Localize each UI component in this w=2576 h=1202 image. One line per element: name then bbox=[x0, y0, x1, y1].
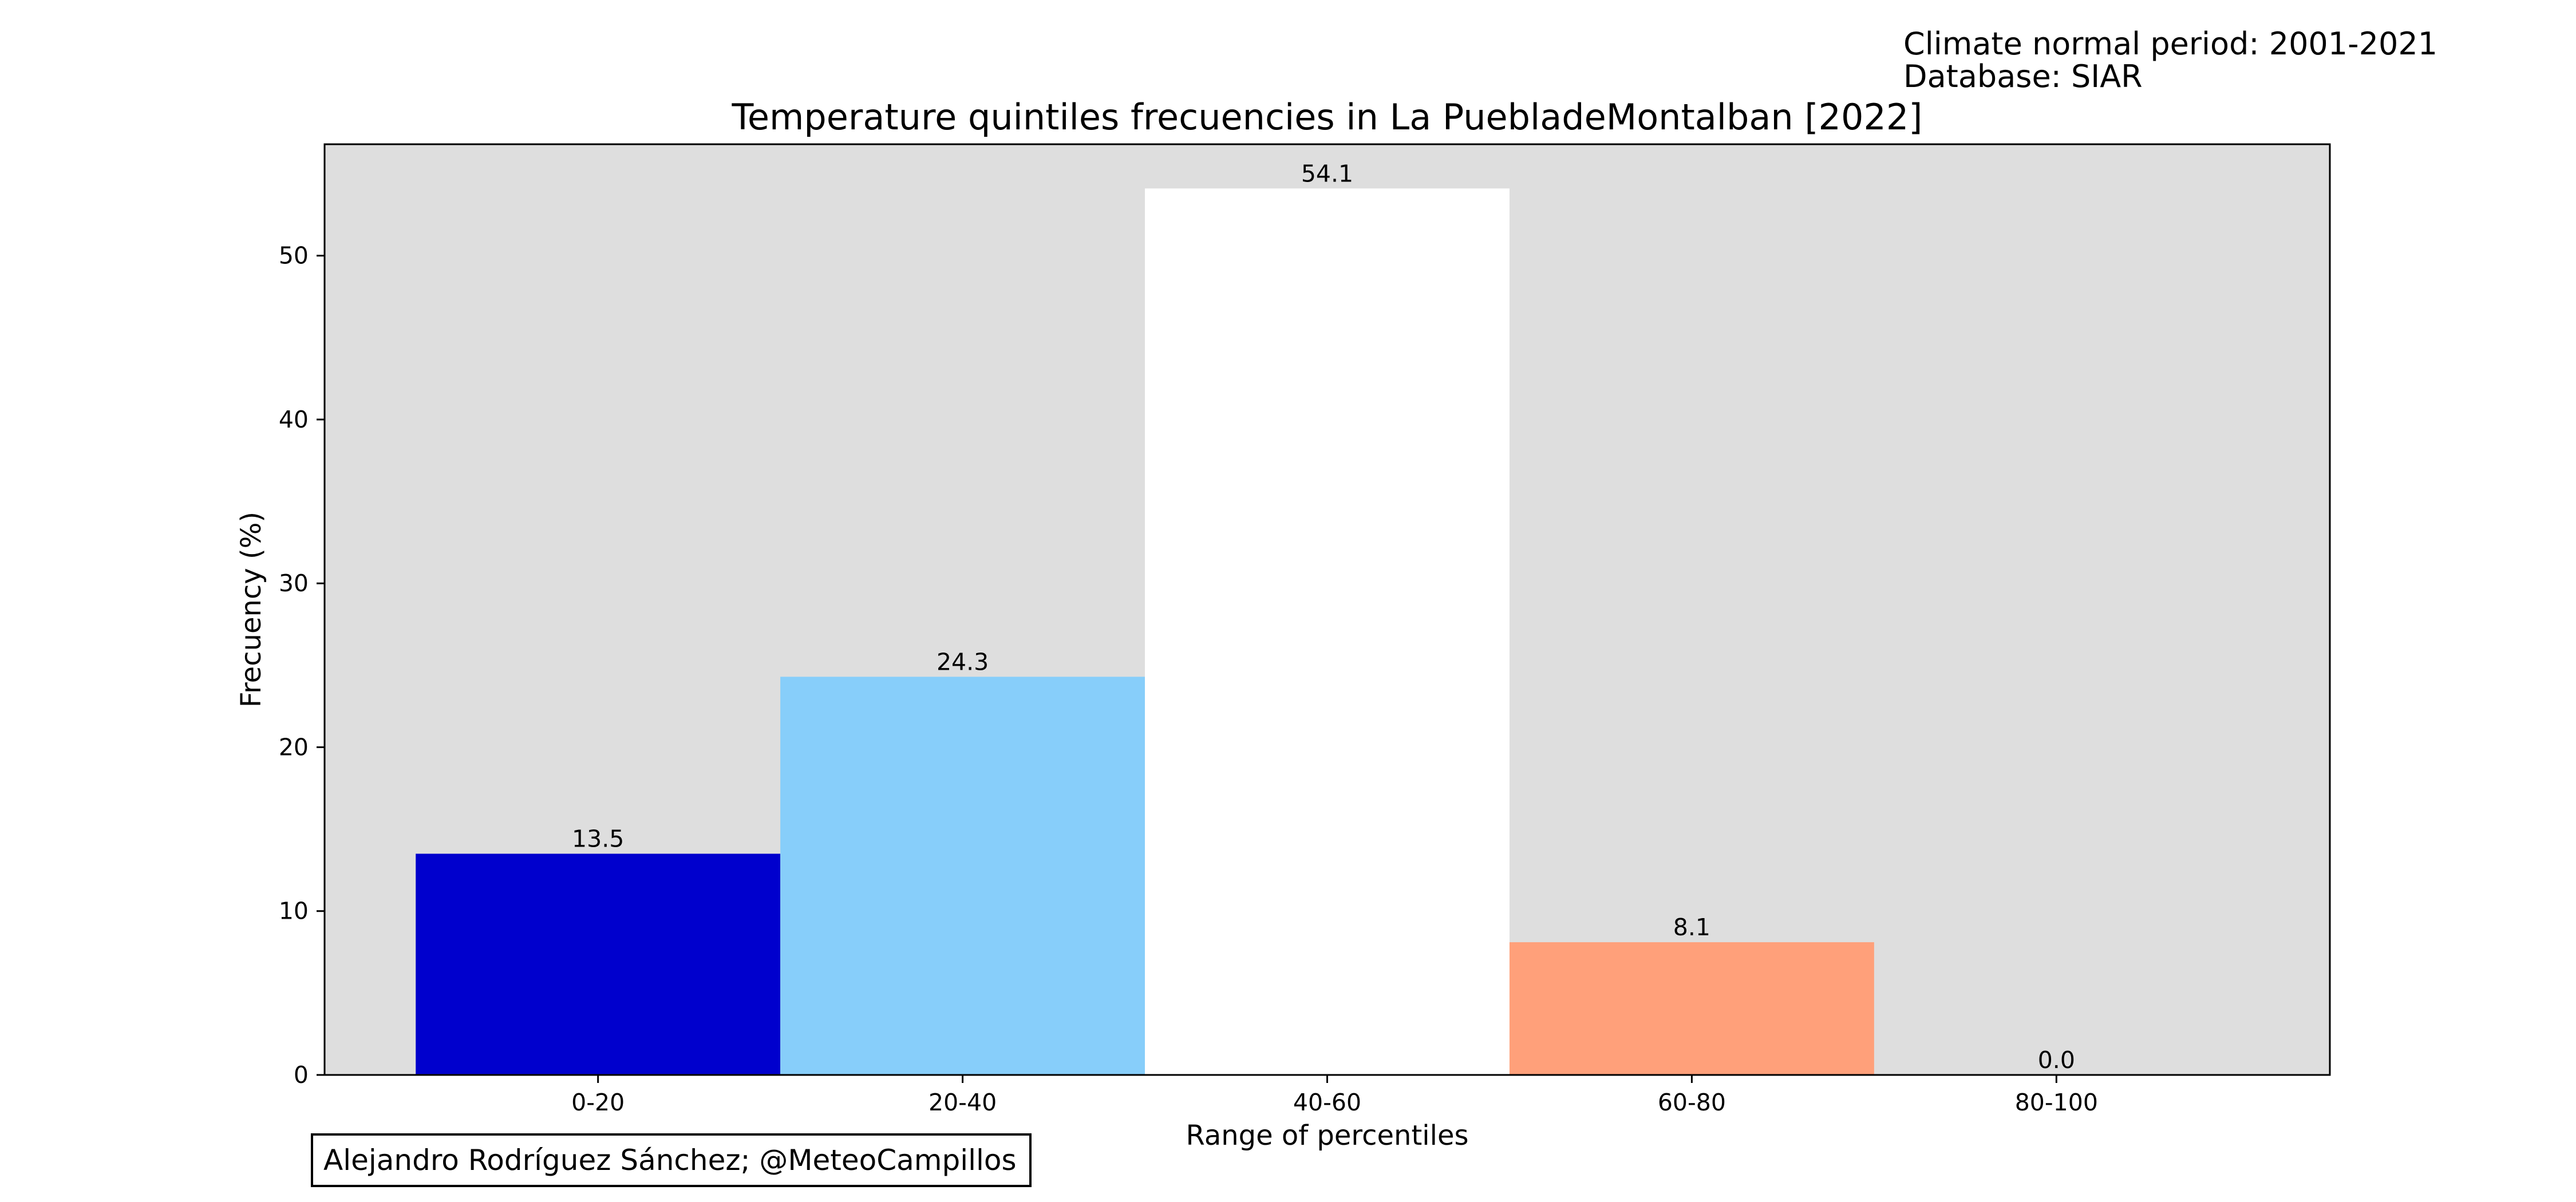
y-axis-label: Frecuency (%) bbox=[235, 512, 267, 707]
credit-text: Alejandro Rodríguez Sánchez; @MeteoCampi… bbox=[323, 1144, 1017, 1177]
x-tick-label: 80-100 bbox=[2015, 1089, 2098, 1116]
y-tick-label: 0 bbox=[294, 1061, 309, 1089]
bar-value-label: 8.1 bbox=[1673, 914, 1710, 941]
y-axis: 0 10 20 30 40 50 bbox=[279, 242, 325, 1089]
bars-group bbox=[416, 188, 1874, 1076]
x-tick-label: 0-20 bbox=[571, 1089, 625, 1116]
climate-period-note: Climate normal period: 2001-2021 bbox=[1903, 26, 2437, 62]
x-tick-label: 40-60 bbox=[1293, 1089, 1361, 1116]
y-tick-label: 50 bbox=[279, 242, 309, 270]
bar-value-label: 24.3 bbox=[937, 648, 989, 675]
bar-20-40 bbox=[780, 677, 1145, 1075]
y-tick-label: 40 bbox=[279, 406, 309, 433]
y-tick-label: 20 bbox=[279, 733, 309, 761]
y-tick-label: 30 bbox=[279, 570, 309, 597]
bar-value-label: 13.5 bbox=[572, 825, 624, 853]
bar-value-label: 0.0 bbox=[2038, 1046, 2075, 1074]
bar-40-60 bbox=[1145, 188, 1510, 1076]
bar-value-label: 54.1 bbox=[1301, 160, 1353, 187]
database-note: Database: SIAR bbox=[1903, 58, 2143, 94]
credit-box bbox=[311, 1133, 1032, 1187]
bar-labels-group: 13.5 24.3 54.1 8.1 0.0 bbox=[572, 160, 2075, 1074]
x-tick-label: 60-80 bbox=[1658, 1089, 1726, 1116]
x-tick-label: 20-40 bbox=[929, 1089, 997, 1116]
chart-title: Temperature quintiles frecuencies in La … bbox=[732, 96, 1923, 138]
y-tick-label: 10 bbox=[279, 897, 309, 925]
bar-60-80 bbox=[1509, 942, 1874, 1075]
bar-0-20 bbox=[416, 853, 781, 1075]
x-axis: 0-20 20-40 40-60 60-80 80-100 bbox=[571, 1075, 2098, 1116]
x-axis-label: Range of percentiles bbox=[1186, 1120, 1469, 1152]
